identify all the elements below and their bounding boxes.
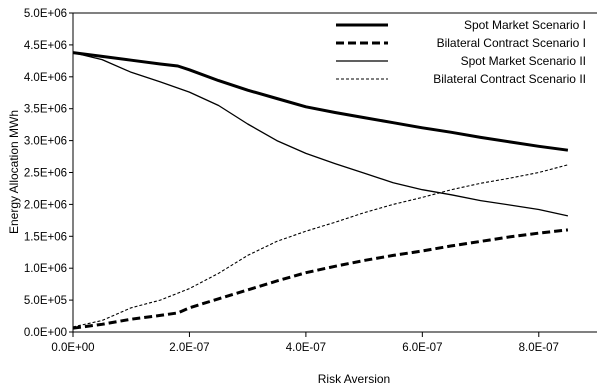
legend-label-4: Bilateral Contract Scenario II <box>433 72 586 86</box>
legend-label-2: Bilateral Contract Scenario I <box>437 36 586 50</box>
y-axis-ticks: 0.0E+00 5.0E+05 1.0E+06 1.5E+06 2.0E+06 2.5E+… <box>24 8 73 339</box>
x-axis-label: Risk Aversion <box>318 372 390 386</box>
series-layer <box>72 51 569 330</box>
legend-label-1: Spot Market Scenario I <box>464 18 586 32</box>
y-tick-label: 5.0E+06 <box>24 8 67 20</box>
x-tick-label: 4.0E-07 <box>286 342 326 354</box>
y-tick-label: 2.0E+06 <box>24 199 67 211</box>
y-tick-label: 1.0E+06 <box>24 263 67 275</box>
y-tick-label: 3.5E+06 <box>24 104 67 116</box>
x-tick-label: 2.0E-07 <box>169 342 209 354</box>
legend-label-3: Spot Market Scenario II <box>461 54 586 68</box>
y-tick-label: 1.5E+06 <box>24 231 67 243</box>
x-axis-ticks: 0.0E+00 2.0E-07 4.0E-07 6.0E-07 8.0E-07 <box>51 332 559 354</box>
legend: Spot Market Scenario I Bilateral Contract… <box>336 18 586 86</box>
series-line-1 <box>72 51 569 152</box>
x-tick-label: 0.0E+00 <box>51 342 94 354</box>
series-line-3 <box>72 51 569 217</box>
y-tick-label: 2.5E+06 <box>24 168 67 180</box>
series-line-2 <box>72 228 569 330</box>
y-tick-label: 0.0E+00 <box>24 327 67 339</box>
x-tick-label: 6.0E-07 <box>402 342 442 354</box>
x-tick-label: 8.0E-07 <box>519 342 559 354</box>
y-tick-label: 4.5E+06 <box>24 40 67 52</box>
series-line-4 <box>72 164 569 328</box>
y-axis-label: Energy Allocation MWh <box>7 110 21 234</box>
y-tick-label: 4.0E+06 <box>24 72 67 84</box>
y-tick-label: 5.0E+05 <box>24 295 67 307</box>
y-tick-label: 3.0E+06 <box>24 136 67 148</box>
